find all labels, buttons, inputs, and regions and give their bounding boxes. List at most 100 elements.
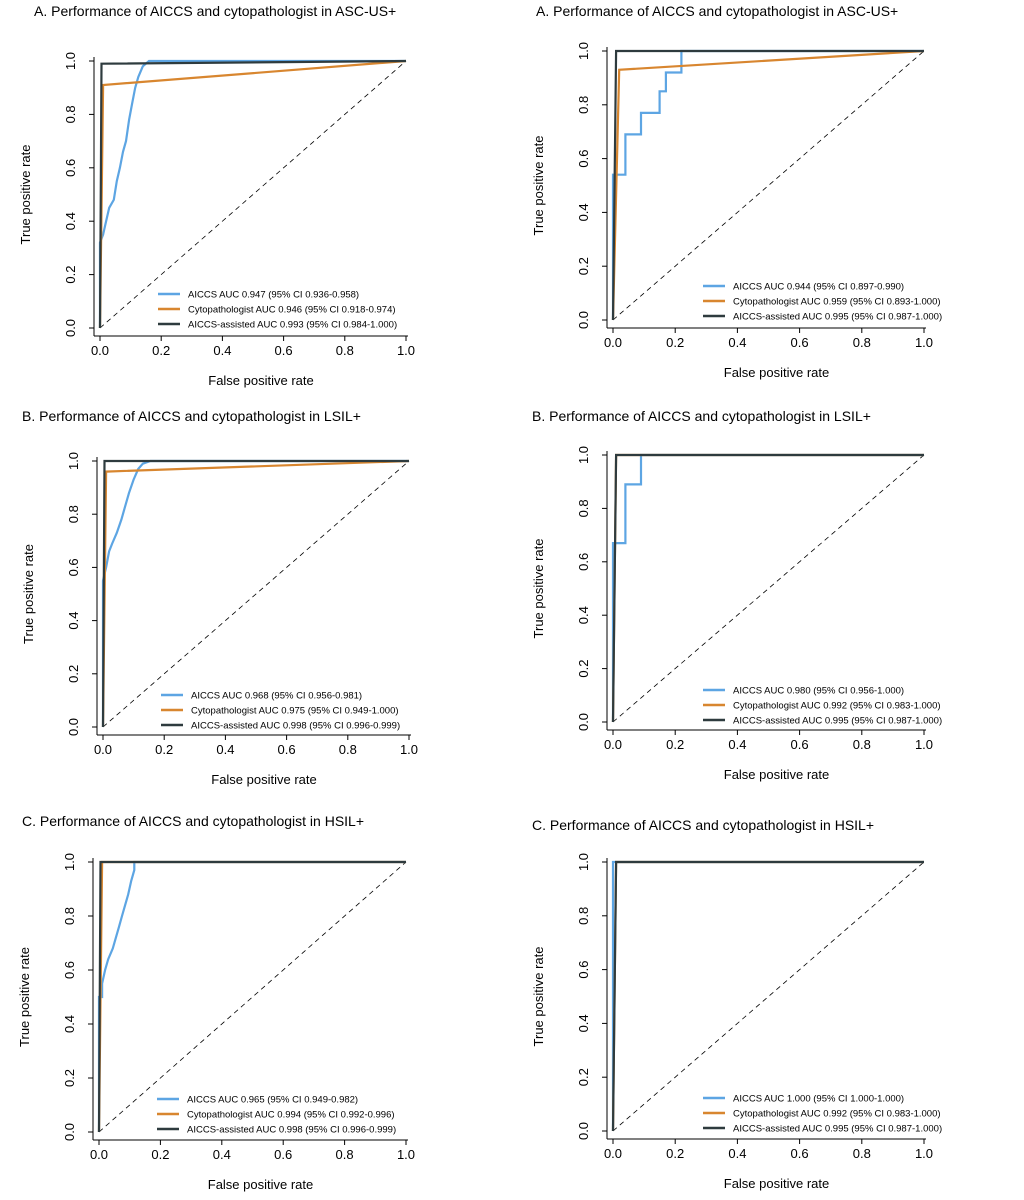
x-tick-label: 0.0 (604, 737, 622, 752)
y-tick-label: 0.0 (63, 319, 78, 337)
legend-label-aiccs: AICCS AUC 0.947 (95% CI 0.936-0.958) (188, 290, 359, 301)
panel-title: C. Performance of AICCS and cytopatholog… (532, 817, 874, 833)
legend-label-cytopathologist: Cytopathologist AUC 0.992 (95% CI 0.983-… (733, 701, 941, 712)
x-tick-label: 1.0 (397, 343, 415, 358)
y-tick-label: 0.0 (576, 1122, 591, 1140)
x-tick-label: 0.8 (339, 742, 357, 757)
y-tick-label: 0.4 (66, 612, 81, 630)
y-axis-title: True positive rate (18, 145, 33, 245)
x-tick-label: 1.0 (915, 1146, 933, 1161)
roc-curve-cytopathologist (97, 860, 406, 1133)
roc-panel-1: A. Performance of AICCS and cytopatholog… (18, 3, 415, 388)
y-tick-label: 1.0 (63, 52, 78, 70)
panel-title: A. Performance of AICCS and cytopatholog… (34, 3, 396, 19)
y-tick-label: 0.2 (62, 1069, 77, 1087)
legend-label-aiccs: AICCS AUC 0.944 (95% CI 0.897-0.990) (733, 282, 904, 293)
roc-curve-aiccs (101, 459, 409, 727)
legend-label-cytopathologist: Cytopathologist AUC 0.994 (95% CI 0.992-… (187, 1110, 395, 1121)
y-axis-title: True positive rate (17, 947, 32, 1047)
x-axis-title: False positive rate (724, 1176, 830, 1191)
legend-label-cytopathologist: Cytopathologist AUC 0.992 (95% CI 0.983-… (733, 1109, 941, 1120)
y-tick-label: 0.6 (576, 961, 591, 979)
x-tick-label: 0.8 (853, 335, 871, 350)
x-tick-label: 0.6 (274, 1147, 292, 1162)
x-tick-label: 0.6 (791, 737, 809, 752)
y-tick-label: 0.2 (63, 266, 78, 284)
legend-label-assisted: AICCS-assisted AUC 0.995 (95% CI 0.987-1… (733, 312, 942, 323)
roc-curve-assisted (98, 59, 407, 329)
x-tick-label: 0.2 (666, 1146, 684, 1161)
legend-label-assisted: AICCS-assisted AUC 0.998 (95% CI 0.996-0… (187, 1125, 396, 1136)
roc-curve-aiccs (97, 860, 406, 1132)
x-tick-label: 1.0 (915, 335, 933, 350)
legend-label-cytopathologist: Cytopathologist AUC 0.959 (95% CI 0.893-… (733, 297, 941, 308)
x-axis-title: False positive rate (208, 1177, 314, 1192)
x-axis-title: False positive rate (724, 365, 830, 380)
roc-panel-5: C. Performance of AICCS and cytopatholog… (17, 813, 415, 1192)
x-tick-label: 0.6 (278, 742, 296, 757)
roc-curve-assisted (611, 453, 924, 723)
roc-panel-2: A. Performance of AICCS and cytopatholog… (531, 3, 942, 380)
chance-diagonal (612, 454, 925, 723)
chance-diagonal (99, 60, 407, 329)
y-tick-label: 0.8 (576, 907, 591, 925)
roc-panel-4: B. Performance of AICCS and cytopatholog… (531, 408, 942, 782)
y-tick-label: 0.8 (576, 499, 591, 517)
chance-diagonal (612, 50, 925, 321)
y-tick-label: 0.0 (576, 311, 591, 329)
chance-diagonal (98, 861, 407, 1133)
panel-title: B. Performance of AICCS and cytopatholog… (532, 408, 871, 424)
y-tick-label: 1.0 (62, 853, 77, 871)
y-tick-label: 0.0 (576, 713, 591, 731)
roc-panel-3: B. Performance of AICCS and cytopatholog… (21, 408, 418, 787)
x-tick-label: 1.0 (400, 742, 418, 757)
x-axis-title: False positive rate (208, 373, 314, 388)
x-tick-label: 0.4 (728, 737, 746, 752)
roc-curve-assisted (611, 860, 924, 1132)
y-tick-label: 0.4 (576, 203, 591, 221)
y-tick-label: 0.2 (576, 660, 591, 678)
roc-curve-assisted (97, 860, 406, 1133)
x-tick-label: 0.8 (853, 737, 871, 752)
legend-label-cytopathologist: Cytopathologist AUC 0.946 (95% CI 0.918-… (188, 305, 396, 316)
roc-curve-assisted (611, 49, 924, 321)
y-tick-label: 0.6 (576, 553, 591, 571)
chance-diagonal (102, 460, 410, 728)
x-tick-label: 1.0 (915, 737, 933, 752)
roc-panel-6: C. Performance of AICCS and cytopatholog… (531, 817, 942, 1191)
x-tick-label: 0.2 (666, 737, 684, 752)
y-tick-label: 1.0 (576, 42, 591, 60)
x-tick-label: 0.4 (728, 335, 746, 350)
chance-diagonal (612, 861, 925, 1132)
y-tick-label: 0.0 (66, 718, 81, 736)
x-tick-label: 0.6 (791, 1146, 809, 1161)
x-tick-label: 0.8 (336, 343, 354, 358)
y-tick-label: 0.4 (62, 1015, 77, 1033)
legend-label-assisted: AICCS-assisted AUC 0.998 (95% CI 0.996-0… (191, 721, 400, 732)
roc-curve-cytopathologist (611, 453, 924, 723)
x-tick-label: 0.4 (728, 1146, 746, 1161)
x-axis-title: False positive rate (211, 772, 317, 787)
x-tick-label: 0.6 (791, 335, 809, 350)
y-tick-label: 0.6 (63, 159, 78, 177)
x-tick-label: 0.6 (275, 343, 293, 358)
y-tick-label: 0.4 (576, 606, 591, 624)
roc-curve-cytopathologist (611, 49, 925, 321)
x-tick-label: 0.0 (604, 1146, 622, 1161)
y-tick-label: 1.0 (576, 853, 591, 871)
y-tick-label: 0.0 (62, 1123, 77, 1141)
x-tick-label: 0.2 (152, 343, 170, 358)
legend-label-aiccs: AICCS AUC 0.980 (95% CI 0.956-1.000) (733, 686, 904, 697)
y-axis-title: True positive rate (531, 947, 546, 1047)
panel-title: B. Performance of AICCS and cytopatholog… (22, 408, 361, 424)
roc-curve-aiccs (611, 453, 924, 722)
roc-curve-aiccs (611, 860, 924, 1131)
roc-curve-cytopathologist (611, 860, 924, 1132)
legend-label-aiccs: AICCS AUC 0.965 (95% CI 0.949-0.982) (187, 1095, 358, 1106)
x-tick-label: 0.8 (853, 1146, 871, 1161)
x-axis-title: False positive rate (724, 767, 830, 782)
y-tick-label: 0.8 (62, 907, 77, 925)
y-tick-label: 0.8 (66, 505, 81, 523)
y-tick-label: 0.6 (576, 150, 591, 168)
